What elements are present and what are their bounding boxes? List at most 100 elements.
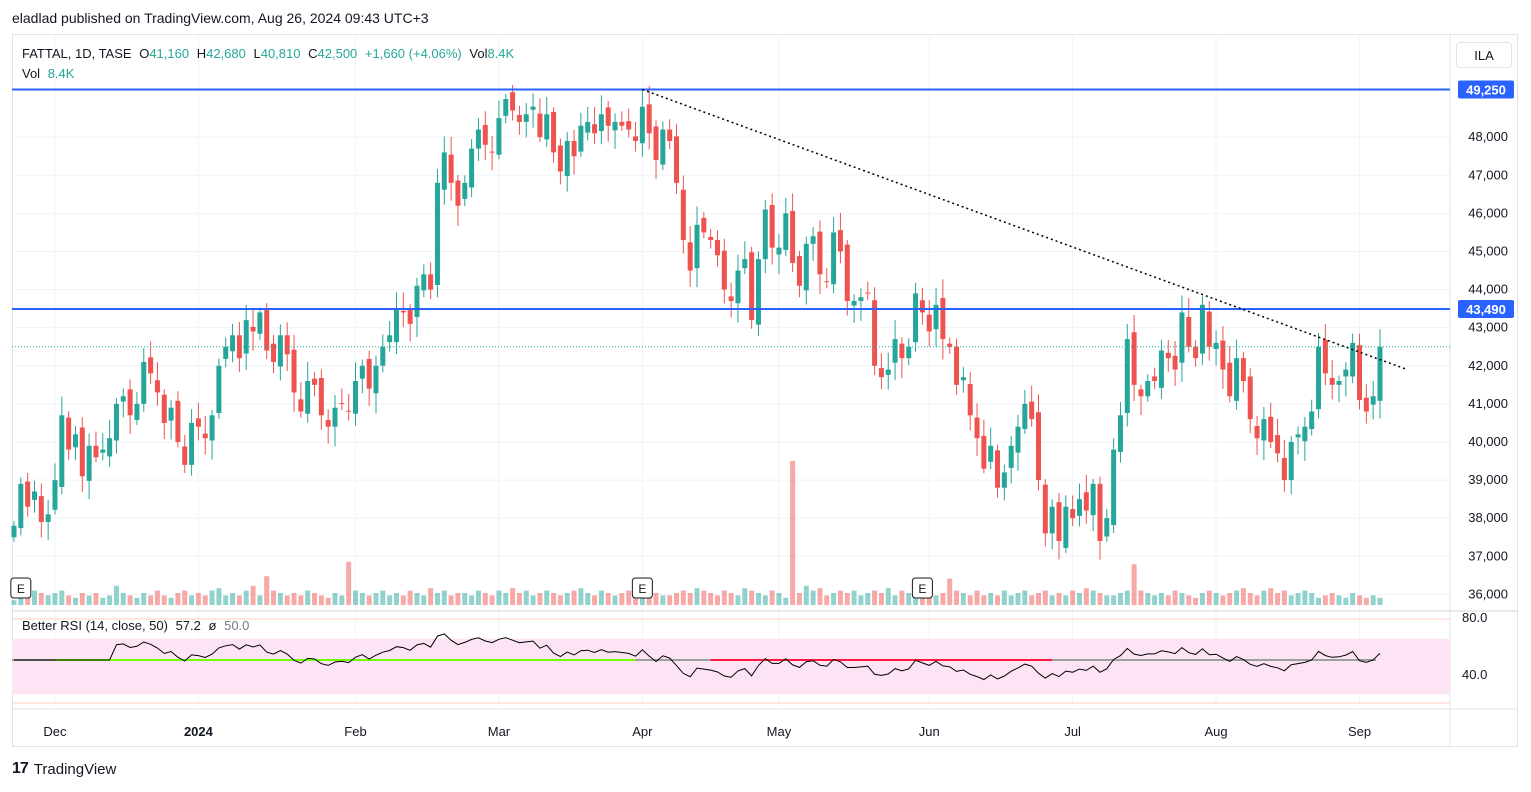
volume-bar [988, 593, 994, 605]
volume-bar [107, 595, 113, 605]
volume-bar [421, 595, 427, 605]
candle-body [1056, 502, 1062, 542]
volume-bar [475, 590, 481, 605]
candle-body [769, 204, 775, 248]
candle-body [653, 126, 659, 161]
volume-bar [1193, 597, 1199, 605]
candle-body [1295, 434, 1301, 438]
volume-bar [981, 595, 987, 605]
time-tick-label: Mar [488, 724, 511, 739]
candlesticks [11, 84, 1383, 560]
candle-body [127, 389, 133, 416]
volume-bar [1008, 595, 1014, 605]
candle-body [892, 339, 898, 363]
volume-bar [393, 593, 399, 605]
volume-bar [195, 593, 201, 605]
candle-body [353, 381, 358, 414]
symbol-line[interactable]: FATTAL, 1D, TASE [22, 46, 132, 61]
rsi-legend-value: 57.2 [175, 618, 201, 633]
candle-body [783, 213, 789, 250]
volume-bar [175, 593, 181, 605]
volume-bar [469, 595, 475, 605]
volume-bar [1370, 595, 1376, 605]
price-tick-label: 40,000 [1468, 434, 1508, 449]
rsi-legend-name[interactable]: Better RSI (14, close, 50) [22, 618, 168, 633]
volume-bar [31, 590, 37, 605]
volume-bar [353, 590, 358, 605]
volume-bar [1063, 595, 1069, 605]
candle-body [1309, 411, 1315, 430]
volume-bar [59, 590, 65, 605]
price-tick-label: 38,000 [1468, 510, 1508, 525]
candle-body [605, 107, 611, 126]
candle-body [530, 106, 536, 110]
volume-bar [995, 595, 1001, 605]
volume-bar [974, 590, 980, 605]
volume-bar [298, 595, 304, 605]
price-tick-label: 37,000 [1468, 548, 1508, 563]
candle-body [1111, 449, 1117, 526]
volume-bar [93, 593, 99, 605]
candle-body [18, 483, 24, 529]
rsi-legend-symbol: ø [208, 618, 217, 633]
price-tick-label: 45,000 [1468, 243, 1508, 258]
candle-body [1117, 415, 1123, 452]
volume-bar [1001, 590, 1007, 605]
volume-bar [236, 595, 242, 605]
volume-bar [414, 593, 420, 605]
price-level-label: 43,490 [1466, 302, 1506, 317]
volume-bar [865, 593, 871, 605]
candle-body [1193, 346, 1199, 359]
tradingview-logo[interactable]: 17 TradingView [12, 760, 116, 778]
volume-bar [250, 585, 256, 605]
volume-bar [1029, 595, 1035, 605]
volume-bar [755, 593, 761, 605]
volume-bar [1336, 595, 1342, 605]
volume-bar [1158, 593, 1164, 605]
volume-bar [790, 461, 796, 605]
volume-bar [516, 593, 522, 605]
candle-body [762, 209, 768, 260]
volume-bar [1056, 593, 1062, 605]
price-level-badge [1458, 299, 1514, 318]
time-tick-label: May [767, 724, 792, 739]
candle-body [223, 346, 229, 359]
candle-body [639, 106, 645, 144]
volume-bar [373, 593, 379, 605]
time-axis: Dec 2024 Feb Mar Apr May Jun Jul Aug Sep [43, 724, 1371, 739]
candle-body [407, 310, 413, 324]
volume-bar [1281, 590, 1287, 605]
volume-bar [1138, 590, 1144, 605]
price-tick-label: 36,000 [1468, 586, 1508, 601]
volume-bar [899, 590, 905, 605]
earnings-marker [911, 577, 933, 599]
volume-bar [168, 597, 174, 605]
candle-body [271, 343, 277, 362]
candle-body [148, 357, 154, 374]
volume-bar [1104, 595, 1110, 605]
volume-bar [742, 588, 748, 605]
volume-bar [831, 593, 837, 605]
candle-body [735, 270, 741, 304]
volume-bar [796, 593, 802, 605]
candle-body [1254, 425, 1260, 439]
volume-bar [1254, 595, 1260, 605]
volume-bar [113, 585, 119, 605]
candle-body [660, 129, 666, 165]
volume-bar [359, 593, 365, 605]
candle-body [1083, 492, 1089, 511]
candle-body [755, 259, 761, 325]
volume-bar [667, 595, 673, 605]
currency-button[interactable]: ILA [1456, 42, 1512, 68]
descending-trendline [642, 88, 1408, 371]
rsi-tick-label: 40.0 [1462, 667, 1487, 682]
volume-bar [892, 595, 898, 605]
volume-bar [674, 593, 680, 605]
candle-body [1022, 403, 1028, 430]
high-value: 42,680 [206, 46, 246, 61]
candle-body [434, 182, 440, 285]
volume-bar [387, 595, 393, 605]
volume-bar [366, 595, 372, 605]
candle-body [175, 400, 181, 442]
